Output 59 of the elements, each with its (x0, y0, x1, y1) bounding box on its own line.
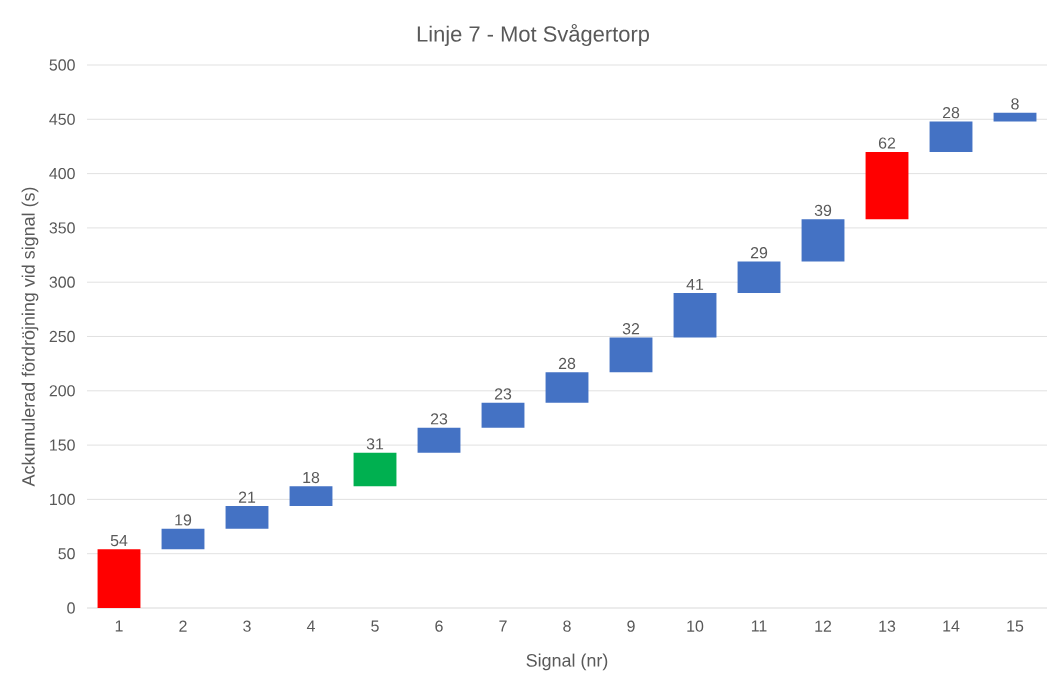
x-tick-label: 1 (115, 620, 123, 632)
bar (353, 452, 397, 487)
bar (289, 486, 333, 506)
data-label: 54 (110, 535, 128, 547)
y-tick-label: 250 (49, 330, 75, 343)
bar (609, 337, 653, 373)
y-tick-label: 50 (58, 548, 75, 560)
data-label: 18 (303, 471, 320, 484)
x-tick-label: 14 (943, 620, 960, 632)
x-tick-label: 7 (499, 620, 507, 632)
y-axis-title: Ackumulerad fördröjning vid signal (s) (21, 187, 39, 487)
data-label: 28 (942, 106, 960, 119)
bar (161, 528, 205, 550)
data-label: 8 (1011, 98, 1019, 110)
bar (97, 549, 141, 608)
x-tick-label: 2 (179, 620, 187, 632)
x-tick-label: 11 (751, 620, 767, 632)
bar (225, 505, 269, 529)
data-label: 21 (238, 491, 256, 503)
x-tick-label: 4 (306, 620, 315, 632)
x-tick-label: 5 (371, 620, 379, 632)
x-tick-label: 9 (627, 620, 635, 632)
y-tick-label: 0 (67, 602, 75, 614)
chart-title: Linje 7 - Mot Svågertorp (417, 23, 649, 47)
data-label: 62 (878, 137, 896, 149)
bar (481, 402, 525, 428)
data-label: 23 (494, 388, 512, 400)
x-tick-label: 3 (243, 620, 251, 632)
y-tick-label: 150 (50, 439, 75, 451)
data-label: 23 (430, 413, 448, 425)
bar (993, 112, 1037, 122)
data-label: 32 (622, 323, 640, 335)
data-label: 39 (814, 204, 832, 217)
x-tick-label: 8 (563, 620, 571, 632)
y-tick-label: 200 (49, 385, 75, 397)
y-tick-label: 400 (49, 167, 75, 180)
bar (545, 372, 589, 403)
y-tick-label: 350 (49, 222, 75, 234)
data-label: 29 (750, 247, 768, 259)
x-tick-label: 12 (815, 620, 832, 632)
x-axis-title: Signal (nr) (526, 653, 608, 671)
x-tick-label: 13 (879, 620, 896, 632)
bar (737, 261, 781, 294)
bar (417, 427, 461, 453)
bar (865, 151, 909, 220)
data-label: 19 (175, 514, 192, 526)
data-label: 28 (558, 357, 576, 370)
x-tick-label: 15 (1007, 620, 1024, 632)
x-tick-label: 6 (435, 620, 443, 632)
bar (801, 219, 845, 262)
y-tick-label: 300 (49, 276, 75, 288)
data-label: 41 (686, 278, 704, 290)
x-tick-label: 10 (687, 620, 704, 632)
bar (929, 121, 973, 152)
y-tick-label: 450 (49, 113, 75, 125)
y-tick-label: 100 (50, 493, 75, 506)
data-label: 31 (366, 438, 384, 450)
y-tick-label: 500 (49, 59, 75, 71)
bar (673, 293, 717, 338)
